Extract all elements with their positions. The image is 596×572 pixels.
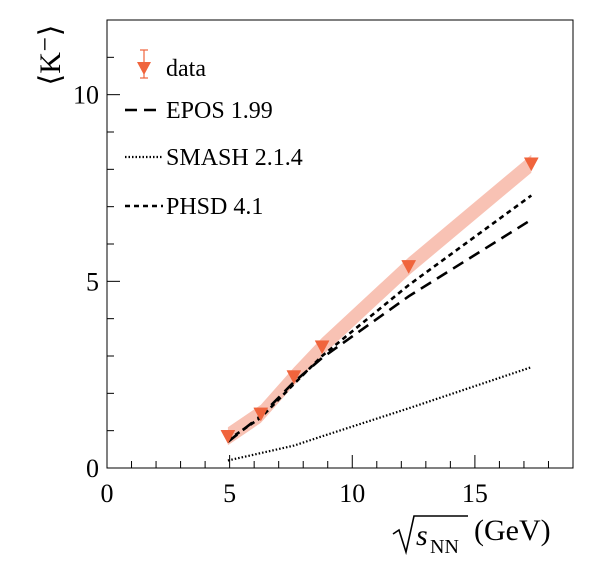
- x-axis-label: s NN (GeV): [392, 514, 551, 558]
- y-tick-label: 0: [86, 454, 99, 483]
- y-tick-label: 5: [86, 267, 99, 296]
- axis-tick-labels: 0 5 10 15 0 5 10: [73, 81, 488, 508]
- model-curves: [227, 194, 533, 462]
- x-tick-label: 10: [339, 479, 365, 508]
- data-point-marker: [286, 370, 302, 385]
- legend-data-marker: [137, 62, 151, 75]
- sqrt-sign: [392, 515, 468, 556]
- data-point-marker: [253, 407, 269, 422]
- x-tick-label: 15: [462, 479, 488, 508]
- series-line-smash-2-1-4: [227, 366, 532, 462]
- data-point-marker: [401, 260, 417, 274]
- chart-frame: [106, 19, 574, 469]
- legend-label-smash-2-1-4: SMASH 2.1.4: [166, 145, 303, 171]
- legend-label-data: data: [166, 56, 206, 82]
- x-axis-unit: (GeV): [474, 514, 551, 547]
- data-point-marker: [314, 340, 330, 355]
- legend-label-phsd-4-1: PHSD 4.1: [166, 194, 263, 220]
- x-axis-subscript: NN: [430, 536, 459, 558]
- y-tick-label: 10: [73, 81, 99, 110]
- x-tick-label: 0: [101, 479, 114, 508]
- data-point-marker: [523, 157, 539, 172]
- legend: data EPOS 1.99 SMASH 2.1.4 PHSD 4.1: [125, 49, 303, 220]
- data-markers: [220, 157, 539, 444]
- axis-ticks: [106, 19, 574, 469]
- series-line-epos-1-99: [227, 218, 532, 443]
- legend-label-epos-1-99: EPOS 1.99: [166, 98, 273, 124]
- x-axis-symbol: s: [416, 519, 428, 552]
- series-line-phsd-4-1: [227, 194, 533, 442]
- x-tick-label: 5: [223, 479, 236, 508]
- y-axis-label: ⟨K⁻⟩: [34, 25, 67, 86]
- data-point-marker: [220, 430, 236, 444]
